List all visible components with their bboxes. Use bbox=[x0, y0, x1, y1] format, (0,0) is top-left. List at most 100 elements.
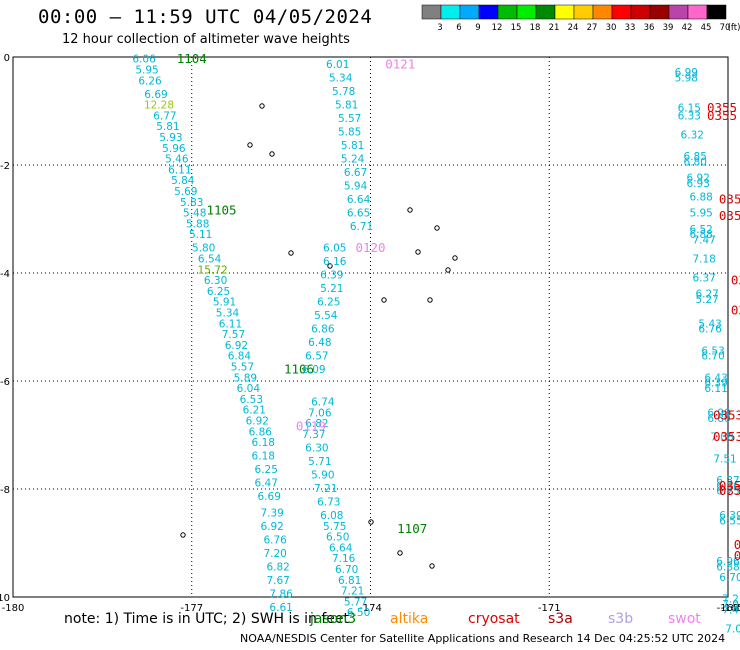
pass-label: 1107 bbox=[397, 521, 427, 536]
colorbar-swatch bbox=[421, 4, 442, 20]
wave-height-value: 6.18 bbox=[252, 437, 275, 449]
wave-height-value: 7.39 bbox=[260, 507, 283, 519]
wave-height-value: 6.76 bbox=[698, 324, 722, 336]
wave-height-value: 7.21 bbox=[314, 483, 337, 495]
wave-height-value: 5.81 bbox=[156, 121, 179, 133]
y-tick-label: -10 bbox=[0, 593, 10, 604]
wave-height-value: 6.50 bbox=[347, 607, 370, 619]
colorbar-swatch bbox=[706, 4, 727, 20]
wave-height-value: 5.89 bbox=[234, 372, 257, 384]
wave-height-value: 5.78 bbox=[332, 86, 355, 98]
wave-height-value: 6.11 bbox=[219, 318, 242, 330]
wave-height-value: 5.75 bbox=[323, 521, 346, 533]
wave-height-value: 6.18 bbox=[252, 451, 275, 463]
wave-height-value: 6.25 bbox=[207, 286, 230, 298]
wave-height-value: 6.08 bbox=[320, 510, 343, 522]
wave-height-value: 6.25 bbox=[317, 297, 340, 309]
colorbar-label: 12 bbox=[492, 23, 503, 33]
wave-height-value: 6.06 bbox=[132, 54, 156, 66]
wave-height-value: 6.50 bbox=[326, 532, 349, 544]
x-tick-label: -168 bbox=[717, 603, 740, 614]
colorbar-label: 24 bbox=[568, 23, 579, 33]
wave-height-value: 5.96 bbox=[162, 143, 186, 155]
colorbar-swatch bbox=[611, 4, 632, 20]
island-outline bbox=[327, 263, 333, 269]
wave-height-value: 6.70 bbox=[335, 564, 358, 576]
wave-height-value: 6.25 bbox=[255, 464, 278, 476]
pass-label: 0120 bbox=[355, 240, 385, 255]
wave-height-value: 5.21 bbox=[320, 283, 343, 295]
credit-line: NOAA/NESDIS Center for Satellite Applica… bbox=[240, 632, 726, 645]
wave-height-value: 6.90 bbox=[707, 407, 730, 419]
wave-height-value: 6.39 bbox=[719, 510, 740, 522]
wave-height-value: 6.53 bbox=[701, 345, 724, 357]
y-tick-label: -6 bbox=[0, 377, 10, 388]
island-outline bbox=[429, 563, 435, 569]
wave-height-value: 5.98 bbox=[675, 73, 698, 85]
colorbar-swatch bbox=[554, 4, 575, 20]
colorbar-swatch bbox=[573, 4, 594, 20]
colorbar-label: 45 bbox=[701, 23, 712, 33]
wave-height-value: 7.04 bbox=[722, 599, 740, 611]
wave-height-value: 6.77 bbox=[153, 110, 176, 122]
colorbar-label: 39 bbox=[663, 23, 674, 33]
wave-height-value: 6.57 bbox=[305, 351, 328, 363]
wave-height-value: 7.37 bbox=[302, 429, 325, 441]
y-tick-label: -8 bbox=[0, 485, 10, 496]
pass-label: 1106 bbox=[284, 362, 314, 377]
island-outline bbox=[180, 532, 186, 538]
island-outline bbox=[445, 267, 451, 273]
wave-height-value: 6.37 bbox=[692, 272, 715, 284]
colorbar-swatch bbox=[478, 4, 499, 20]
pass-label: 0353 bbox=[719, 483, 740, 498]
wave-height-value: 6.81 bbox=[338, 575, 361, 587]
wave-height-value: 6.92 bbox=[260, 521, 283, 533]
wave-height-value: 7.06 bbox=[308, 407, 332, 419]
colorbar-label: 36 bbox=[644, 23, 655, 33]
wave-height-value: 6.47 bbox=[255, 478, 278, 490]
wave-height-value: 6.05 bbox=[323, 243, 346, 255]
wave-height-value: 5.43 bbox=[698, 318, 721, 330]
wave-height-value: 5.88 bbox=[186, 218, 209, 230]
wave-height-value: 6.82 bbox=[266, 561, 289, 573]
wave-height-value: 5.95 bbox=[135, 65, 158, 77]
wave-height-value: 7.18 bbox=[692, 254, 715, 266]
wave-height-value: 7.21 bbox=[722, 594, 740, 606]
wave-height-value: 6.36 bbox=[716, 480, 740, 492]
wave-height-value: 6.55 bbox=[719, 515, 740, 527]
satellite-name: s3b bbox=[608, 611, 634, 627]
wave-height-value: 6.30 bbox=[204, 275, 227, 287]
island-outline bbox=[381, 297, 387, 303]
wave-height-value: 7.16 bbox=[332, 553, 356, 565]
pass-label: 0353 bbox=[713, 408, 740, 423]
wave-height-value: 15.72 bbox=[198, 264, 228, 276]
x-tick-label: -174 bbox=[359, 603, 382, 614]
colorbar-swatch bbox=[535, 4, 556, 20]
wave-height-value: 6.96 bbox=[716, 556, 740, 568]
island-outline bbox=[259, 103, 265, 109]
satellite-name: jason3 bbox=[310, 611, 357, 627]
wave-height-value: 6.26 bbox=[138, 75, 162, 87]
wave-height-value: 6.43 bbox=[704, 372, 727, 384]
colorbar-swatch bbox=[516, 4, 537, 20]
pass-label: 0355 bbox=[707, 108, 737, 123]
wave-height-value: 6.61 bbox=[269, 602, 292, 614]
wave-height-value: 6.80 bbox=[707, 413, 730, 425]
colorbar-swatch bbox=[497, 4, 518, 20]
pass-label: 0353 bbox=[713, 429, 740, 444]
island-outline bbox=[415, 249, 421, 255]
wave-height-value: 6.48 bbox=[308, 337, 331, 349]
wave-height-value: 6.16 bbox=[323, 256, 347, 268]
wave-height-value: 6.54 bbox=[198, 254, 222, 266]
pass-label: 1104 bbox=[177, 51, 207, 66]
wave-height-value: 5.93 bbox=[159, 132, 182, 144]
wave-height-value: 6.88 bbox=[689, 229, 712, 241]
colorbar-swatch bbox=[687, 4, 708, 20]
wave-height-value: 6.76 bbox=[263, 534, 287, 546]
wave-height-value: 6.70 bbox=[701, 351, 724, 363]
y-tick-label: -4 bbox=[0, 269, 10, 280]
wave-height-value: 7.05 bbox=[725, 623, 740, 635]
wave-height-value: 6.74 bbox=[311, 397, 335, 409]
wave-height-value: 5.46 bbox=[165, 154, 189, 166]
colorbar-unit: (ft) bbox=[728, 23, 740, 33]
